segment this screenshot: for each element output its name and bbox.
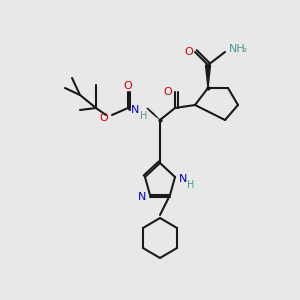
Text: N: N — [138, 192, 146, 202]
Text: O: O — [100, 113, 108, 123]
Text: O: O — [124, 81, 132, 91]
Text: O: O — [184, 47, 194, 57]
Text: H: H — [187, 180, 195, 190]
Text: ₂: ₂ — [243, 44, 247, 54]
Text: H: H — [140, 111, 148, 121]
Text: N: N — [179, 174, 187, 184]
Text: O: O — [164, 87, 172, 97]
Text: NH: NH — [229, 44, 246, 54]
Text: N: N — [131, 105, 139, 115]
Polygon shape — [206, 65, 211, 88]
